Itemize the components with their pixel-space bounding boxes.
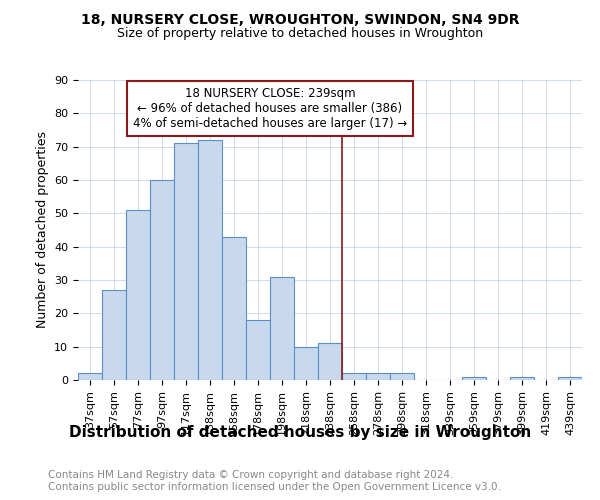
Bar	[150, 180, 174, 380]
Y-axis label: Number of detached properties: Number of detached properties	[35, 132, 49, 328]
Text: Contains HM Land Registry data © Crown copyright and database right 2024.: Contains HM Land Registry data © Crown c…	[48, 470, 454, 480]
Text: 18, NURSERY CLOSE, WROUGHTON, SWINDON, SN4 9DR: 18, NURSERY CLOSE, WROUGHTON, SWINDON, S…	[81, 12, 519, 26]
Bar	[558, 376, 582, 380]
Text: Size of property relative to detached houses in Wroughton: Size of property relative to detached ho…	[117, 28, 483, 40]
Bar	[246, 320, 270, 380]
Bar	[294, 346, 318, 380]
Bar	[390, 374, 414, 380]
Bar	[318, 344, 342, 380]
Bar	[222, 236, 246, 380]
Text: Contains public sector information licensed under the Open Government Licence v3: Contains public sector information licen…	[48, 482, 501, 492]
Bar	[78, 374, 102, 380]
Bar	[342, 374, 366, 380]
Bar	[198, 140, 222, 380]
Bar	[126, 210, 150, 380]
Bar	[174, 144, 198, 380]
Bar	[366, 374, 390, 380]
Bar	[102, 290, 126, 380]
Bar	[510, 376, 534, 380]
Bar	[270, 276, 294, 380]
Text: 18 NURSERY CLOSE: 239sqm
← 96% of detached houses are smaller (386)
4% of semi-d: 18 NURSERY CLOSE: 239sqm ← 96% of detach…	[133, 86, 407, 130]
Bar	[462, 376, 486, 380]
Text: Distribution of detached houses by size in Wroughton: Distribution of detached houses by size …	[69, 425, 531, 440]
